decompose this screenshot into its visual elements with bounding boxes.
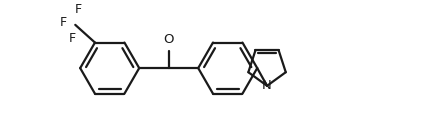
Text: O: O bbox=[163, 34, 174, 46]
Text: N: N bbox=[262, 79, 272, 92]
Text: F: F bbox=[69, 32, 76, 45]
Text: F: F bbox=[60, 16, 66, 29]
Text: F: F bbox=[75, 3, 82, 16]
